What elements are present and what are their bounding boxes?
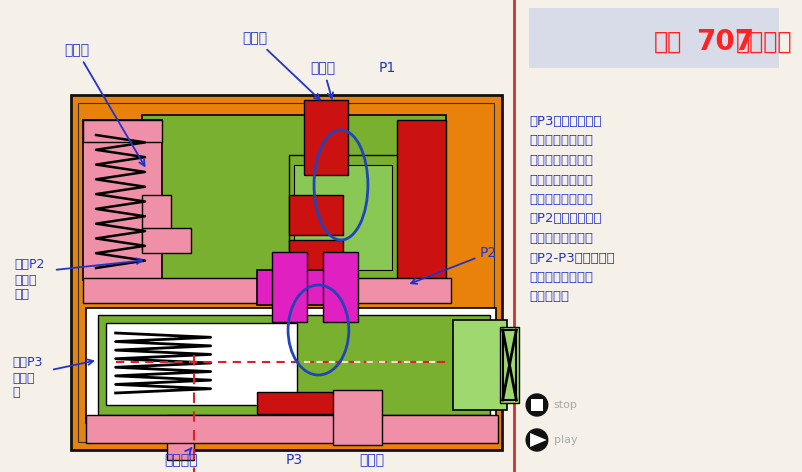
Bar xyxy=(530,399,542,411)
Bar xyxy=(257,270,354,305)
Text: 减压口: 减压口 xyxy=(242,31,319,100)
Bar xyxy=(323,252,357,322)
Text: stop: stop xyxy=(553,400,577,410)
Bar xyxy=(289,195,342,235)
Bar xyxy=(142,195,172,250)
Bar xyxy=(83,120,161,280)
Circle shape xyxy=(525,394,547,416)
Text: 当P3降低时，作用
在定差减压阀阀芯
左端的压力减小，
阀芯左移，减压口
变小，压降增大，
使P2也减小从而使
节流阀的压差也就
是P2-P3保持不变，
使得出: 当P3降低时，作用 在定差减压阀阀芯 左端的压力减小， 阀芯左移，减压口 变小，… xyxy=(529,115,614,303)
Bar xyxy=(106,323,297,405)
Bar xyxy=(83,120,161,142)
Bar xyxy=(83,278,264,303)
Text: 化工: 化工 xyxy=(653,30,681,54)
Polygon shape xyxy=(529,433,546,447)
Bar xyxy=(303,100,347,175)
Bar xyxy=(289,155,401,280)
Text: 出油口: 出油口 xyxy=(359,453,384,467)
Bar xyxy=(396,120,445,285)
Bar xyxy=(272,252,306,322)
Text: 压力P2
也逐渐
变小: 压力P2 也逐渐 变小 xyxy=(14,259,45,302)
Bar xyxy=(98,315,489,415)
Bar xyxy=(86,415,497,443)
Bar xyxy=(338,278,450,303)
Text: play: play xyxy=(553,435,577,445)
Bar xyxy=(333,390,382,445)
Bar xyxy=(289,240,342,275)
Bar xyxy=(86,308,495,423)
Bar xyxy=(71,95,501,450)
Text: 进油口: 进油口 xyxy=(310,61,335,98)
Bar xyxy=(294,165,391,270)
Text: 剪辑制作: 剪辑制作 xyxy=(735,30,792,54)
Bar xyxy=(79,103,493,442)
Text: 707: 707 xyxy=(695,28,753,56)
Circle shape xyxy=(525,429,547,451)
Text: 泄露油口: 泄露油口 xyxy=(164,448,198,467)
Text: 压力P3
逐渐变
小: 压力P3 逐渐变 小 xyxy=(12,356,43,399)
Bar xyxy=(452,320,506,410)
Text: P2: P2 xyxy=(411,246,496,284)
Bar xyxy=(166,415,194,460)
Bar xyxy=(502,330,516,400)
Text: P3: P3 xyxy=(285,453,302,467)
Bar xyxy=(257,392,354,414)
Bar xyxy=(499,327,519,403)
Bar xyxy=(142,228,191,253)
Bar xyxy=(529,8,778,68)
Text: P1: P1 xyxy=(378,61,395,75)
Text: 节流口: 节流口 xyxy=(64,43,144,166)
Bar xyxy=(142,115,445,290)
